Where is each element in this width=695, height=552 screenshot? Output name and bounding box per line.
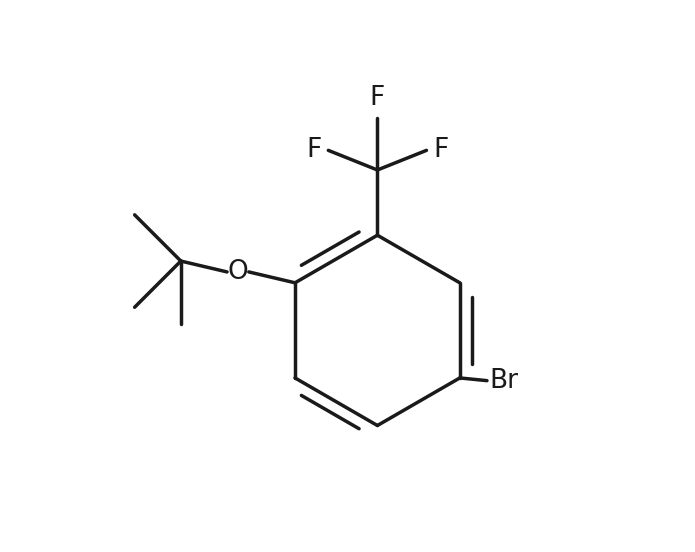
Text: F: F	[434, 137, 449, 163]
Text: Br: Br	[490, 368, 518, 394]
Text: F: F	[370, 85, 385, 112]
Text: O: O	[227, 259, 248, 285]
Text: F: F	[306, 137, 321, 163]
